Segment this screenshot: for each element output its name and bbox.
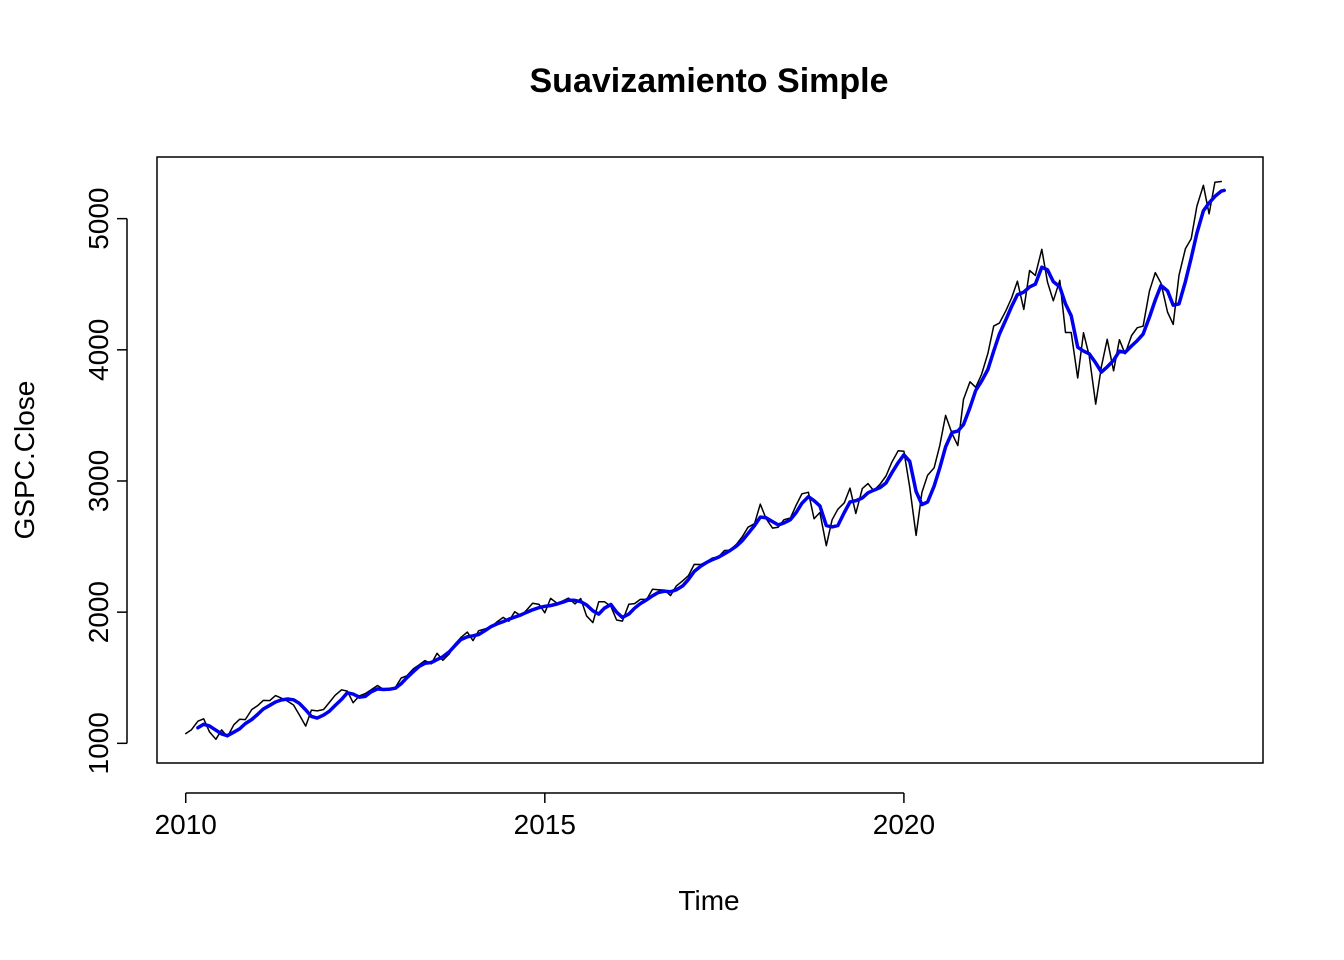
x-tick-label: 2010 bbox=[155, 809, 217, 840]
y-tick-label: 5000 bbox=[83, 188, 114, 250]
x-tick-label: 2020 bbox=[873, 809, 935, 840]
axes: 2010 2015 2020 1000 2000 3000 4000 5000 bbox=[83, 188, 935, 840]
series-line-0 bbox=[184, 180, 1223, 741]
y-axis-label: GSPC.Close bbox=[9, 381, 40, 540]
series-layer bbox=[184, 180, 1226, 741]
y-tick-label: 2000 bbox=[83, 581, 114, 643]
y-tick-label: 3000 bbox=[83, 450, 114, 512]
x-tick-label: 2015 bbox=[514, 809, 576, 840]
chart-title: Suavizamiento Simple bbox=[530, 62, 889, 100]
series-line-1 bbox=[196, 188, 1226, 738]
plot-frame bbox=[156, 156, 1264, 764]
y-tick-label: 1000 bbox=[83, 712, 114, 774]
x-axis-label: Time bbox=[678, 885, 739, 916]
y-tick-label: 4000 bbox=[83, 319, 114, 381]
